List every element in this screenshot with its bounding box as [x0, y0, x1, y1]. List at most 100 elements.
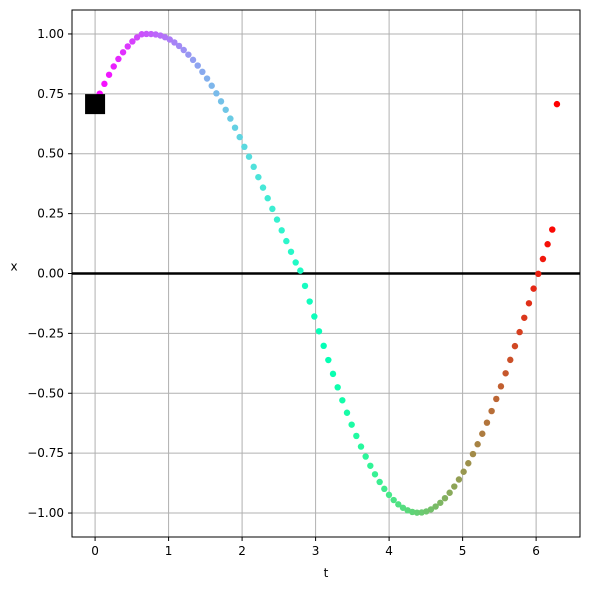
y-tick-label: 1.00: [37, 27, 64, 41]
data-point: [427, 506, 435, 513]
y-tick-label: 0.25: [37, 207, 64, 221]
data-point: [399, 504, 407, 511]
data-point: [432, 503, 439, 510]
data-point: [189, 56, 197, 64]
y-tick-label: −0.75: [27, 446, 64, 460]
y-axis-ticks: −1.00 −0.75 −0.50 −0.25 0.00 0.25 0.50 0.75 1.00: [27, 27, 72, 520]
data-point: [530, 285, 537, 292]
data-point: [301, 282, 309, 290]
data-point: [441, 494, 449, 502]
data-point: [278, 227, 285, 234]
y-tick-label: 0.50: [37, 147, 64, 161]
data-point: [269, 205, 276, 213]
data-point: [171, 39, 178, 46]
y-tick-label: −0.50: [27, 386, 64, 400]
data-point: [516, 328, 523, 336]
data-point: [287, 248, 295, 255]
data-point: [259, 184, 267, 191]
data-point: [493, 395, 500, 403]
data-point: [329, 370, 337, 378]
data-point: [194, 62, 201, 69]
data-point: [231, 124, 239, 131]
data-point: [353, 432, 360, 440]
data-point: [245, 153, 253, 160]
y-tick-label: 0.75: [37, 87, 64, 101]
data-point: [343, 409, 351, 416]
data-point: [474, 441, 481, 448]
y-tick-label: −0.25: [27, 326, 64, 340]
x-axis-label: t: [324, 566, 329, 580]
y-axis-label: x: [10, 260, 17, 274]
data-point: [213, 90, 220, 97]
data-point: [413, 509, 421, 516]
data-point: [544, 241, 551, 248]
data-point: [371, 471, 379, 478]
data-point: [553, 100, 561, 108]
data-point: [376, 478, 383, 486]
x-tick-label: 2: [238, 544, 246, 558]
data-point: [217, 98, 225, 105]
data-point: [497, 383, 505, 390]
data-point: [250, 163, 257, 171]
data-point: [315, 328, 323, 335]
data-point: [502, 370, 509, 377]
data-point: [306, 298, 313, 305]
data-point: [483, 419, 491, 426]
data-point: [469, 450, 477, 458]
data-point: [236, 133, 243, 141]
data-point: [488, 407, 495, 415]
data-point: [325, 356, 332, 364]
data-point: [385, 491, 393, 499]
x-tick-label: 6: [532, 544, 540, 558]
data-point: [339, 397, 346, 404]
x-tick-label: 1: [165, 544, 173, 558]
data-point: [110, 63, 117, 70]
data-point: [203, 75, 211, 82]
data-point: [357, 443, 365, 450]
data-point: [334, 384, 341, 391]
x-tick-label: 3: [312, 544, 320, 558]
data-point: [208, 82, 215, 89]
data-point: [129, 38, 136, 45]
data-points: [91, 30, 561, 516]
x-tick-label: 0: [91, 544, 99, 558]
data-point: [437, 499, 444, 506]
data-point: [138, 31, 145, 38]
y-tick-label: −1.00: [27, 506, 64, 520]
data-point: [124, 43, 131, 50]
data-point: [297, 267, 304, 274]
data-point: [105, 71, 113, 78]
data-point: [222, 106, 229, 113]
data-point: [185, 51, 192, 58]
data-point: [549, 226, 556, 233]
data-point: [175, 42, 183, 50]
data-point: [320, 342, 327, 350]
data-point: [147, 30, 155, 38]
data-point: [119, 49, 127, 56]
data-point: [395, 501, 402, 508]
data-point: [166, 36, 173, 43]
data-point: [362, 453, 369, 460]
data-point: [460, 468, 467, 475]
start-marker-square: [85, 94, 106, 115]
data-point: [465, 460, 472, 467]
data-point: [539, 255, 547, 263]
data-point: [264, 195, 271, 202]
data-point: [348, 421, 355, 428]
y-tick-label: 0.00: [37, 267, 64, 281]
data-point: [479, 430, 486, 437]
data-point: [255, 173, 262, 181]
x-tick-label: 4: [385, 544, 393, 558]
data-point: [521, 314, 528, 321]
data-point: [283, 237, 290, 245]
x-tick-label: 5: [459, 544, 467, 558]
data-point: [199, 68, 206, 76]
data-point: [455, 476, 463, 483]
data-point: [390, 496, 397, 504]
data-point: [292, 259, 299, 266]
data-point: [381, 485, 388, 493]
data-point: [133, 34, 141, 41]
start-marker: [85, 94, 106, 115]
data-point: [101, 80, 108, 88]
